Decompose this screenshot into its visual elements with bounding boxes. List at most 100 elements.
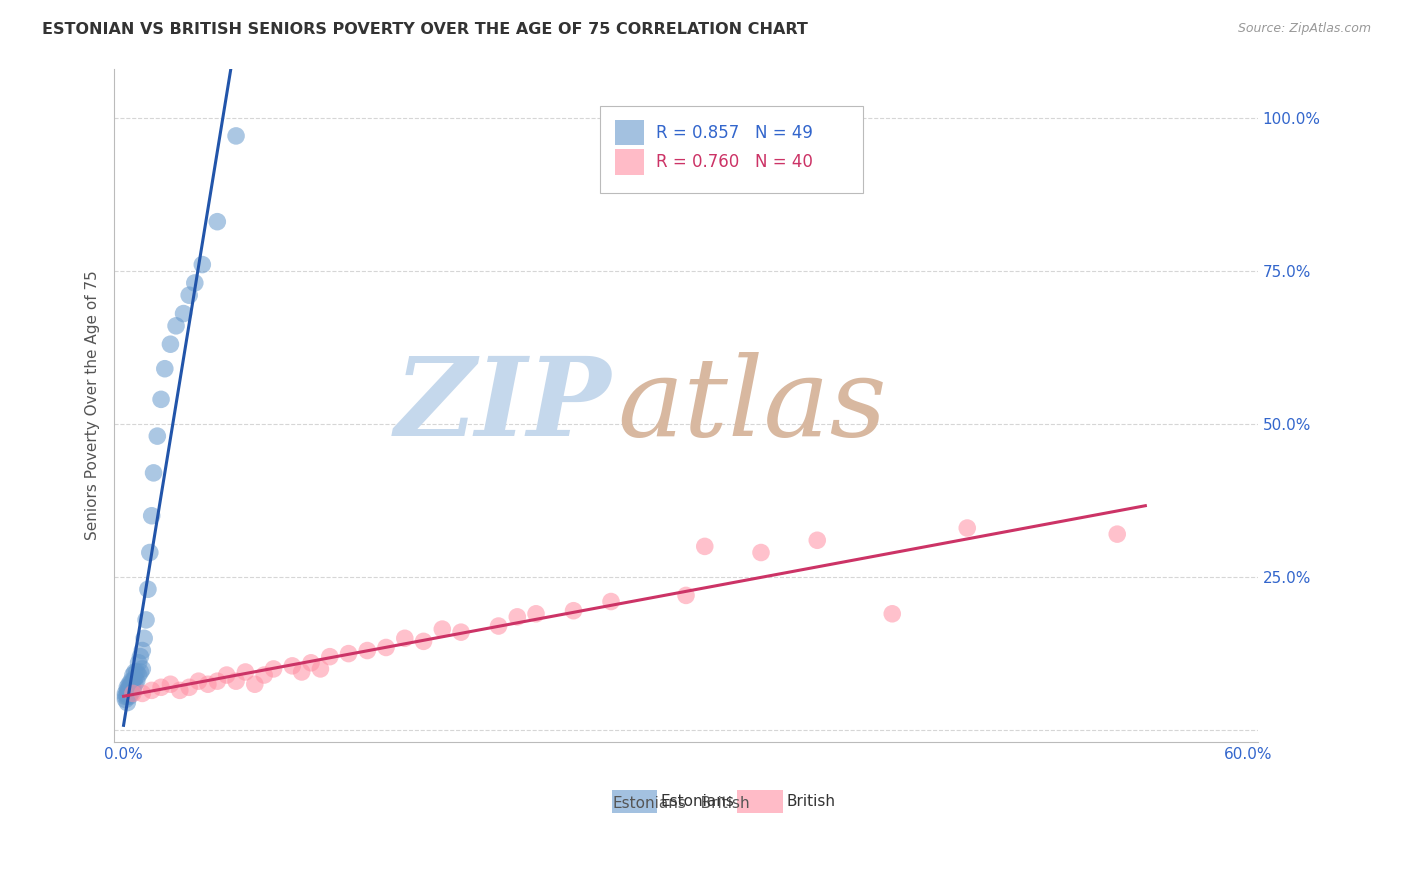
- Point: [141, 683, 163, 698]
- Point: [131, 686, 153, 700]
- Point: [235, 665, 257, 679]
- Point: [141, 508, 163, 523]
- Text: Source: ZipAtlas.com: Source: ZipAtlas.com: [1237, 22, 1371, 36]
- Point: [122, 683, 145, 698]
- Point: [291, 665, 314, 679]
- Text: Estonians: Estonians: [612, 796, 686, 811]
- Point: [191, 258, 214, 272]
- Point: [122, 681, 145, 695]
- Text: atlas: atlas: [617, 351, 887, 459]
- Point: [117, 686, 139, 700]
- Point: [184, 276, 207, 290]
- Point: [263, 662, 285, 676]
- Point: [675, 588, 697, 602]
- Point: [281, 658, 304, 673]
- Point: [118, 683, 141, 698]
- Point: [146, 429, 169, 443]
- Point: [432, 622, 454, 636]
- Point: [882, 607, 904, 621]
- Point: [118, 690, 141, 704]
- Point: [165, 318, 187, 333]
- Point: [749, 545, 772, 559]
- Point: [117, 696, 139, 710]
- Point: [124, 671, 146, 685]
- Point: [215, 668, 238, 682]
- Point: [207, 215, 229, 229]
- Point: [128, 656, 150, 670]
- Point: [169, 683, 191, 698]
- Bar: [612, 789, 658, 814]
- Point: [117, 683, 139, 698]
- Text: R = 0.760   N = 40: R = 0.760 N = 40: [657, 153, 813, 171]
- Point: [524, 607, 547, 621]
- Point: [173, 307, 195, 321]
- Point: [150, 392, 173, 407]
- Point: [128, 668, 150, 682]
- Point: [131, 643, 153, 657]
- Text: Estonians: Estonians: [661, 794, 735, 808]
- Point: [197, 677, 219, 691]
- Point: [114, 690, 136, 704]
- Point: [179, 288, 201, 302]
- Point: [806, 533, 828, 548]
- Point: [159, 337, 181, 351]
- Point: [125, 665, 148, 679]
- Point: [956, 521, 979, 535]
- Text: British: British: [786, 794, 835, 808]
- Point: [114, 686, 136, 700]
- Bar: [614, 149, 644, 175]
- FancyBboxPatch shape: [600, 105, 863, 194]
- Bar: [614, 120, 644, 145]
- Text: British: British: [686, 796, 749, 811]
- Point: [600, 594, 623, 608]
- Point: [309, 662, 332, 676]
- Point: [394, 632, 416, 646]
- Point: [135, 613, 157, 627]
- Point: [207, 674, 229, 689]
- Point: [225, 128, 247, 143]
- Point: [120, 686, 142, 700]
- Point: [118, 681, 141, 695]
- Point: [187, 674, 209, 689]
- Point: [124, 665, 146, 679]
- Point: [125, 674, 148, 689]
- Point: [142, 466, 165, 480]
- Text: ESTONIAN VS BRITISH SENIORS POVERTY OVER THE AGE OF 75 CORRELATION CHART: ESTONIAN VS BRITISH SENIORS POVERTY OVER…: [42, 22, 808, 37]
- Point: [122, 686, 145, 700]
- Point: [129, 665, 152, 679]
- Point: [117, 690, 139, 704]
- Point: [120, 683, 142, 698]
- Point: [136, 582, 159, 597]
- Bar: [738, 789, 783, 814]
- Point: [506, 610, 529, 624]
- Point: [693, 540, 716, 554]
- Point: [412, 634, 434, 648]
- Point: [150, 681, 173, 695]
- Point: [299, 656, 322, 670]
- Point: [153, 361, 176, 376]
- Point: [225, 674, 247, 689]
- Point: [124, 677, 146, 691]
- Point: [134, 632, 156, 646]
- Point: [375, 640, 398, 655]
- Point: [122, 674, 145, 689]
- Text: R = 0.857   N = 49: R = 0.857 N = 49: [657, 124, 813, 142]
- Point: [337, 647, 360, 661]
- Point: [118, 686, 141, 700]
- Point: [122, 668, 145, 682]
- Point: [120, 677, 142, 691]
- Point: [139, 545, 162, 559]
- Point: [562, 604, 585, 618]
- Point: [131, 662, 153, 676]
- Point: [129, 649, 152, 664]
- Point: [253, 668, 276, 682]
- Point: [159, 677, 181, 691]
- Point: [1107, 527, 1129, 541]
- Text: ZIP: ZIP: [395, 351, 612, 459]
- Point: [450, 625, 472, 640]
- Point: [117, 681, 139, 695]
- Point: [243, 677, 266, 691]
- Point: [356, 643, 378, 657]
- Point: [114, 692, 136, 706]
- Point: [488, 619, 510, 633]
